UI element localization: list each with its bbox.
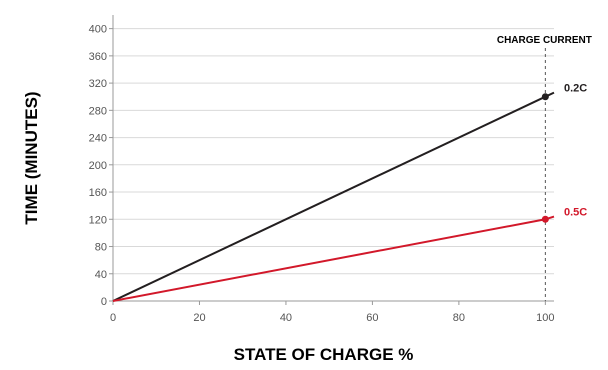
x-tick-label: 80 <box>453 312 465 324</box>
y-tick-label: 40 <box>95 269 107 281</box>
series-layer: 0.2C 0.5C <box>112 83 587 302</box>
x-tick-label: 0 <box>110 312 116 324</box>
y-axis-title: TIME (MINUTES) <box>22 91 41 224</box>
axes <box>109 15 554 305</box>
y-tick-labels: 0 40 80 120 160 200 240 280 320 360 400 <box>89 24 107 308</box>
series-line-0.2C <box>112 91 555 302</box>
x-tick-label: 60 <box>366 312 378 324</box>
series-point-0.5C <box>541 215 549 223</box>
y-tick-label: 280 <box>89 105 107 117</box>
x-axis-title: STATE OF CHARGE % <box>234 345 414 364</box>
x-tick-labels: 0 20 40 60 80 100 <box>110 312 555 324</box>
series-line-0.5C <box>112 215 555 302</box>
x-tick-label: 20 <box>193 312 205 324</box>
y-tick-label: 200 <box>89 160 107 172</box>
y-tick-label: 160 <box>89 187 107 199</box>
series-point-0.2C <box>541 93 549 101</box>
y-tick-label: 360 <box>89 51 107 63</box>
y-tick-label: 120 <box>89 214 107 226</box>
y-tick-label: 80 <box>95 242 107 254</box>
series-label-0.5C: 0.5C <box>564 207 587 219</box>
gridlines <box>113 28 554 275</box>
x-tick-label: 100 <box>536 312 554 324</box>
y-tick-label: 400 <box>89 24 107 36</box>
charge-current-label: CHARGE CURRENT <box>497 35 592 46</box>
series-label-0.2C: 0.2C <box>564 83 587 95</box>
x-tick-label: 40 <box>280 312 292 324</box>
annotation-layer: CHARGE CURRENT <box>497 35 592 301</box>
y-tick-label: 0 <box>101 296 107 308</box>
y-tick-label: 320 <box>89 78 107 90</box>
y-tick-label: 240 <box>89 133 107 145</box>
